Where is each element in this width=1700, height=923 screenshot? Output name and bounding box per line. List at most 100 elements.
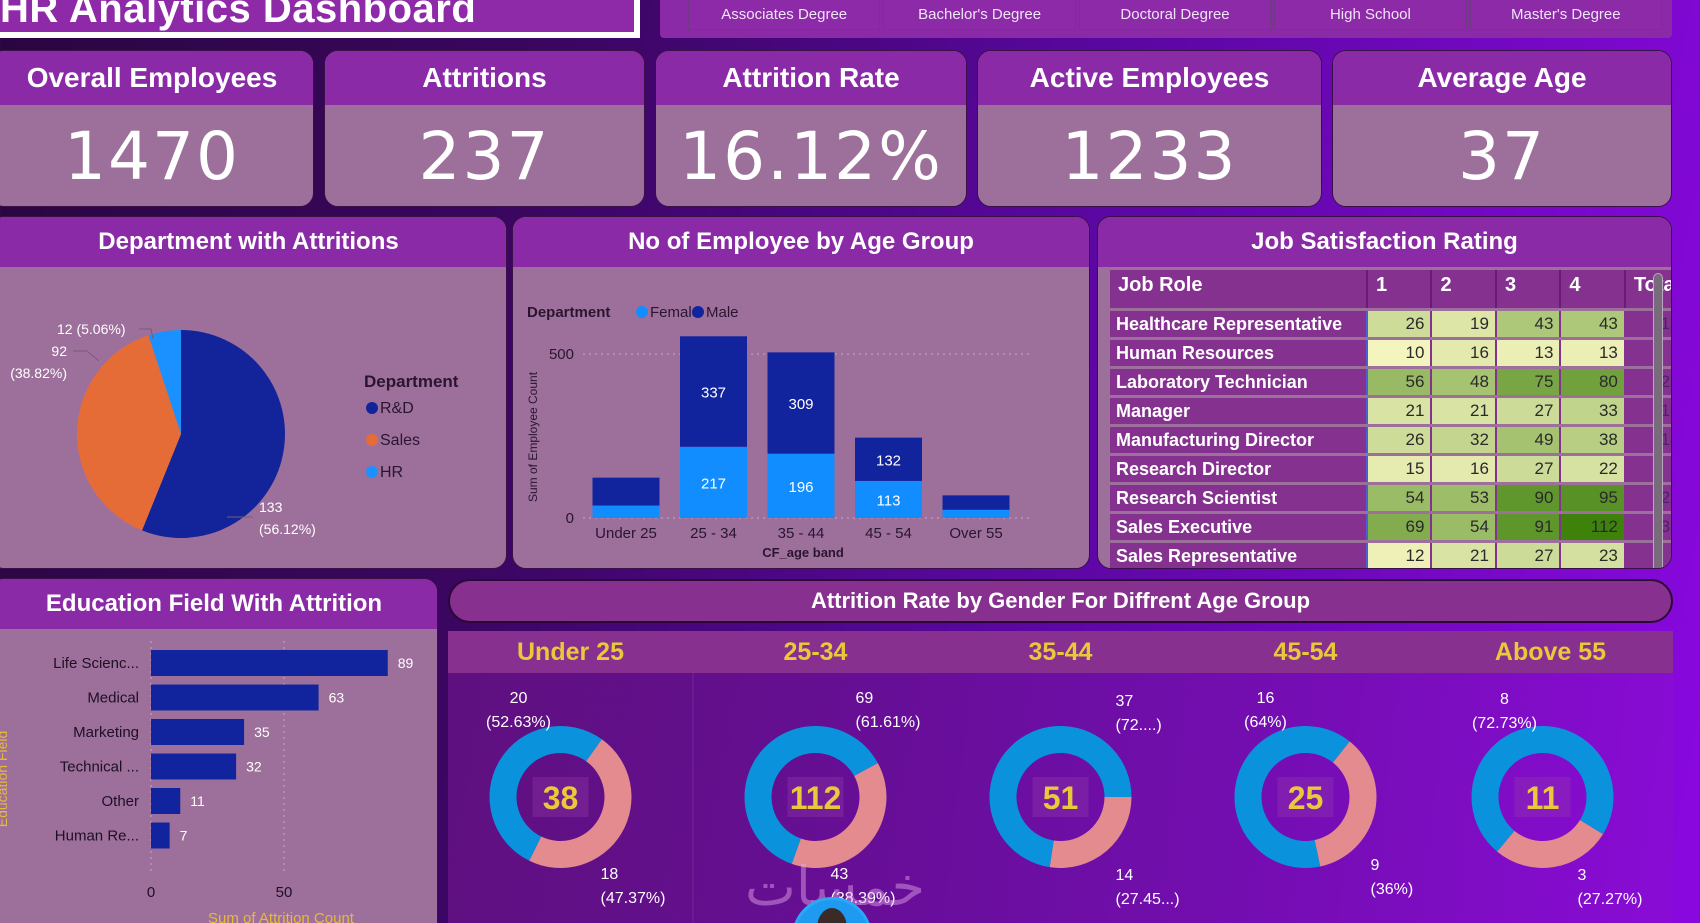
age-tab-45-54: 45-54 bbox=[1273, 637, 1338, 666]
pie-slice-sales bbox=[76, 335, 181, 531]
education-field-bar-chart: Life Scienc... 89 Medical 63 Marketing 35 Tech… bbox=[0, 641, 414, 923]
job-role-cell: Healthcare Representative bbox=[1110, 311, 1368, 337]
rating-cell: 13 bbox=[1561, 340, 1626, 366]
donut-center-box bbox=[1277, 777, 1334, 817]
column-header[interactable]: 2 bbox=[1432, 270, 1497, 308]
legend-marker-male bbox=[692, 306, 704, 318]
legend-item-male: Male bbox=[706, 304, 739, 321]
table-row: Sales Executive695491112326 bbox=[1110, 514, 1671, 540]
rating-cell: 21 bbox=[1432, 398, 1497, 424]
bar-value-label: 7 bbox=[180, 828, 188, 844]
donut-label-male-percent: (72.73%) bbox=[1472, 715, 1537, 732]
rating-cell: 13 bbox=[1496, 340, 1562, 366]
bar-value-label: 11 bbox=[190, 793, 205, 809]
rating-cell: 10 bbox=[1368, 340, 1433, 366]
donut-total: 25 bbox=[1288, 780, 1324, 816]
avatar-face-icon bbox=[817, 908, 847, 923]
x-tick: 25 - 34 bbox=[690, 525, 737, 542]
y-tick: Other bbox=[101, 793, 139, 810]
table-row: Manufacturing Director26324938145 bbox=[1110, 427, 1671, 453]
bar-education-field bbox=[151, 719, 245, 745]
bar-female bbox=[767, 453, 835, 518]
panel-title: Job Satisfaction Rating bbox=[1098, 217, 1671, 267]
kpi-active-employees: Active Employees 1233 bbox=[977, 50, 1322, 207]
kpi-attrition-rate: Attrition Rate 16.12% bbox=[655, 50, 967, 207]
kpi-label: Active Employees bbox=[978, 51, 1321, 105]
donut-label-male-percent: (52.63%) bbox=[486, 714, 551, 731]
kpi-average-age: Average Age 37 bbox=[1332, 50, 1672, 207]
column-header[interactable]: Total bbox=[1625, 270, 1671, 308]
kpi-label: Average Age bbox=[1333, 51, 1671, 105]
x-tick: 35 - 44 bbox=[778, 525, 825, 542]
rating-cell: 12 bbox=[1368, 543, 1433, 568]
gender-donut-charts: 3820(52.63%)18(47.37%)11269(61.61%)43(38… bbox=[486, 673, 1642, 923]
age-group-header-row: Under 25 25-34 35-44 45-54 Above 55 bbox=[448, 631, 1673, 673]
donut-label-female-count: 3 bbox=[1578, 867, 1587, 884]
legend-title: Department bbox=[364, 372, 459, 391]
rating-cell: 48 bbox=[1432, 369, 1497, 395]
donut-label-female-count: 9 bbox=[1371, 857, 1380, 874]
bar-male bbox=[855, 437, 922, 481]
rating-cell: 54 bbox=[1432, 514, 1497, 540]
table-row: Human Resources1016131352 bbox=[1110, 340, 1671, 366]
kpi-attritions: Attritions 237 bbox=[324, 50, 645, 207]
total-cell: 145 bbox=[1625, 427, 1671, 453]
bar-value-label: 32 bbox=[246, 759, 262, 775]
bar-value-label: 35 bbox=[254, 724, 270, 740]
filter-doctoral-degree[interactable]: Doctoral Degree bbox=[1078, 0, 1272, 30]
education-field-panel: Education Field With Attrition Life Scie… bbox=[0, 578, 438, 923]
leader-line bbox=[73, 350, 100, 362]
donut-center-box bbox=[532, 777, 589, 817]
kpi-value: 1470 bbox=[64, 118, 240, 195]
donut-total: 38 bbox=[543, 780, 579, 816]
leader-line bbox=[139, 328, 154, 340]
rating-cell: 80 bbox=[1561, 369, 1626, 395]
x-axis-label: CF_age band bbox=[762, 545, 844, 560]
total-cell: 80 bbox=[1625, 456, 1671, 482]
donut-label-male-count: 8 bbox=[1500, 691, 1509, 708]
panel-title: Department with Attritions bbox=[0, 217, 506, 267]
donut-label-female-percent: (47.37%) bbox=[601, 890, 666, 907]
donut-center-box bbox=[1032, 777, 1089, 817]
bar-value-label: 63 bbox=[329, 690, 345, 706]
kpi-value: 16.12% bbox=[679, 118, 943, 195]
column-header[interactable]: 3 bbox=[1496, 270, 1562, 308]
column-header[interactable]: 4 bbox=[1561, 270, 1626, 308]
job-satisfaction-table: Job Role1234Total Healthcare Representat… bbox=[1110, 267, 1671, 568]
age-tab-under-25: Under 25 bbox=[517, 637, 624, 666]
kpi-label: Overall Employees bbox=[0, 51, 313, 105]
rating-cell: 49 bbox=[1496, 427, 1562, 453]
filter-masters-degree[interactable]: Master's Degree bbox=[1469, 0, 1663, 30]
column-header[interactable]: Job Role bbox=[1110, 270, 1368, 308]
bar-female bbox=[942, 509, 1010, 518]
table-scrollbar[interactable] bbox=[1653, 273, 1663, 568]
legend-item-female: Female bbox=[650, 304, 700, 321]
column-header[interactable]: 1 bbox=[1368, 270, 1433, 308]
filter-bachelors-degree[interactable]: Bachelor's Degree bbox=[883, 0, 1076, 30]
job-role-cell: Manager bbox=[1110, 398, 1368, 424]
rating-cell: 43 bbox=[1561, 311, 1626, 337]
bar-male bbox=[680, 336, 747, 447]
rating-cell: 33 bbox=[1561, 398, 1626, 424]
rating-cell: 27 bbox=[1496, 398, 1562, 424]
rating-cell: 16 bbox=[1432, 340, 1497, 366]
x-tick: Under 25 bbox=[595, 525, 657, 542]
x-tick: 45 - 54 bbox=[865, 525, 912, 542]
age-group-bar-chart: Department Female Male 500 0 Sum of Employee … bbox=[526, 304, 1033, 560]
filter-high-school[interactable]: High School bbox=[1274, 0, 1467, 30]
rating-cell: 56 bbox=[1368, 369, 1433, 395]
filter-associates-degree[interactable]: Associates Degree bbox=[688, 0, 881, 30]
x-axis-label: Sum of Attrition Count bbox=[208, 910, 355, 923]
donut-label-female-percent: (27.45...) bbox=[1116, 891, 1180, 908]
legend-marker bbox=[366, 434, 378, 446]
rating-cell: 32 bbox=[1432, 427, 1497, 453]
kpi-label: Attritions bbox=[325, 51, 644, 105]
bar-education-field bbox=[151, 650, 388, 676]
total-cell: 52 bbox=[1625, 340, 1671, 366]
legend-title: Department bbox=[527, 304, 610, 321]
department-attrition-panel: Department with Attritions 133 (56.12%) 92… bbox=[0, 216, 507, 569]
rating-cell: 95 bbox=[1561, 485, 1626, 511]
pie-slice-rd bbox=[141, 330, 285, 538]
table-row: Healthcare Representative26194343131 bbox=[1110, 311, 1671, 337]
donut-label-male-count: 37 bbox=[1116, 693, 1134, 710]
